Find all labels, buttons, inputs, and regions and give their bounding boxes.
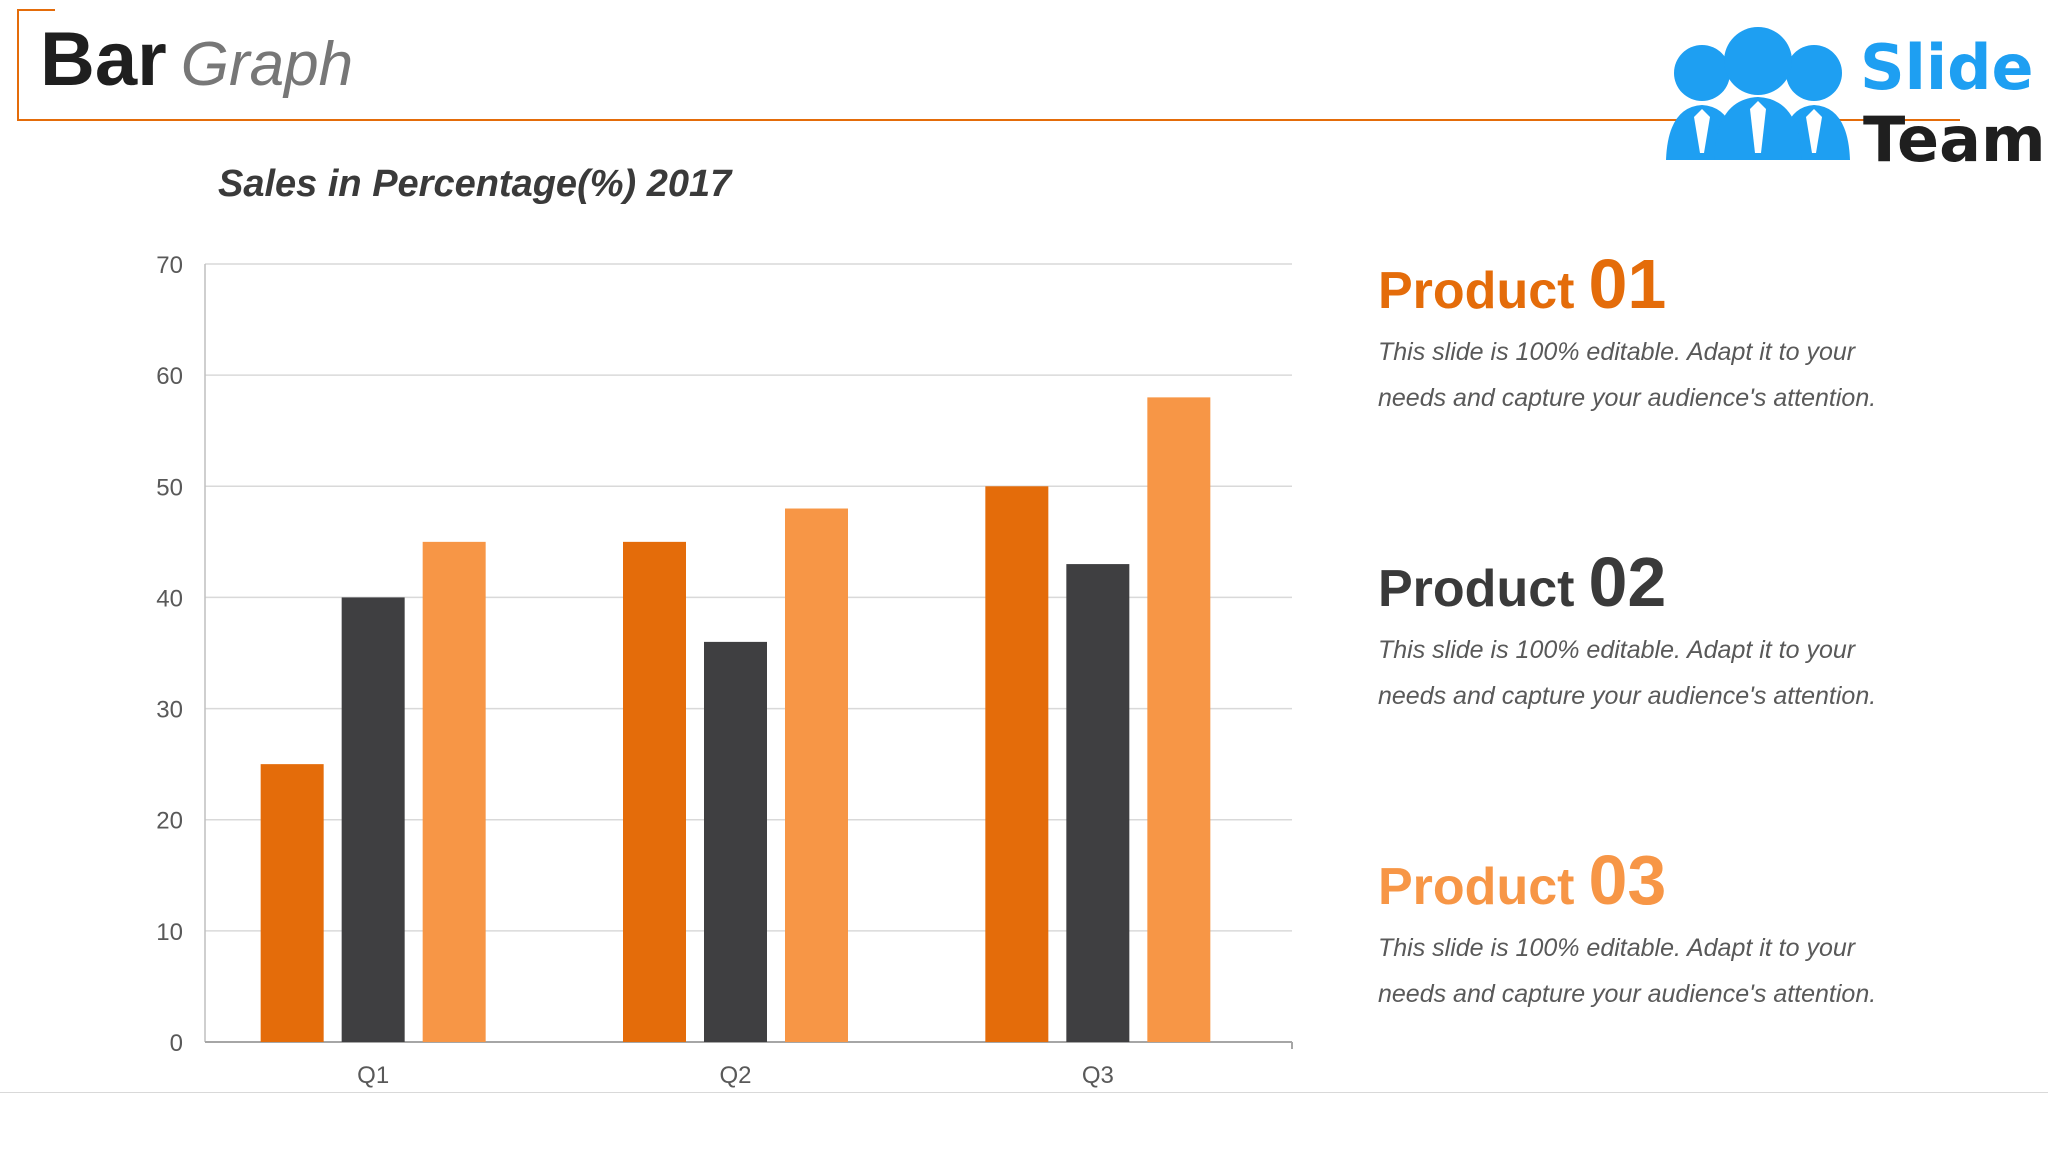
people-icon bbox=[1666, 27, 1850, 160]
slideteam-logo: Slide Team bbox=[1660, 25, 2046, 176]
bar bbox=[1147, 397, 1211, 1042]
bar bbox=[623, 541, 686, 1042]
bar bbox=[1066, 564, 1130, 1042]
y-tick-label: 20 bbox=[156, 808, 183, 835]
product-03-number: 03 bbox=[1588, 841, 1667, 919]
title-italic: Graph bbox=[180, 30, 354, 99]
product-01-block: Product 01 This slide is 100% editable. A… bbox=[1378, 249, 1978, 421]
y-tick-label: 0 bbox=[170, 1030, 183, 1057]
x-tick-label: Q2 bbox=[719, 1062, 751, 1089]
product-01-number: 01 bbox=[1588, 245, 1667, 323]
y-tick-label: 10 bbox=[156, 919, 183, 946]
product-02-heading: Product 02 bbox=[1378, 547, 1978, 621]
chart-title: Sales in Percentage(%) 2017 bbox=[218, 163, 732, 205]
bar-chart: 0 10 20 30 40 50 60 70 Q1 Q2 Q3 bbox=[156, 252, 1293, 1089]
product-02-desc-line2: needs and capture your audience's attent… bbox=[1378, 682, 1877, 710]
bar bbox=[422, 541, 486, 1042]
product-01-desc-line2: needs and capture your audience's attent… bbox=[1378, 384, 1877, 412]
product-02-block: Product 02 This slide is 100% editable. A… bbox=[1378, 547, 1978, 719]
product-01-label: Product bbox=[1378, 262, 1575, 320]
product-03-label: Product bbox=[1378, 858, 1575, 916]
x-tick-label: Q1 bbox=[357, 1062, 389, 1089]
product-02-number: 02 bbox=[1588, 543, 1667, 621]
product-03-desc-line2: needs and capture your audience's attent… bbox=[1378, 980, 1877, 1008]
product-03-desc-line1: This slide is 100% editable. Adapt it to… bbox=[1378, 934, 1856, 962]
page-title: Bar Graph bbox=[40, 14, 353, 111]
header-underline bbox=[17, 119, 1960, 121]
product-01-description: This slide is 100% editable. Adapt it to… bbox=[1378, 329, 1978, 421]
y-tick-label: 30 bbox=[156, 697, 183, 724]
bar bbox=[704, 641, 767, 1042]
header-frame-top bbox=[17, 9, 55, 11]
product-01-heading: Product 01 bbox=[1378, 249, 1978, 323]
bar bbox=[785, 508, 848, 1042]
product-02-label: Product bbox=[1378, 560, 1575, 618]
product-01-desc-line1: This slide is 100% editable. Adapt it to… bbox=[1378, 338, 1856, 366]
logo-word-team: Team bbox=[1863, 103, 2046, 176]
y-tick-label: 70 bbox=[156, 252, 183, 279]
y-tick-label: 50 bbox=[156, 474, 183, 501]
footer-divider bbox=[0, 1092, 2048, 1093]
product-02-description: This slide is 100% editable. Adapt it to… bbox=[1378, 627, 1978, 719]
header-frame-left bbox=[17, 9, 19, 121]
bar bbox=[341, 597, 405, 1042]
product-03-description: This slide is 100% editable. Adapt it to… bbox=[1378, 925, 1978, 1017]
y-tick-label: 60 bbox=[156, 363, 183, 390]
bar bbox=[260, 764, 324, 1042]
title-bold: Bar bbox=[40, 17, 167, 102]
logo-word-slide: Slide bbox=[1860, 31, 2034, 104]
product-03-block: Product 03 This slide is 100% editable. A… bbox=[1378, 845, 1978, 1017]
bar bbox=[985, 486, 1049, 1042]
y-tick-label: 40 bbox=[156, 585, 183, 612]
product-02-desc-line1: This slide is 100% editable. Adapt it to… bbox=[1378, 636, 1856, 664]
x-tick-label: Q3 bbox=[1082, 1062, 1114, 1089]
product-03-heading: Product 03 bbox=[1378, 845, 1978, 919]
